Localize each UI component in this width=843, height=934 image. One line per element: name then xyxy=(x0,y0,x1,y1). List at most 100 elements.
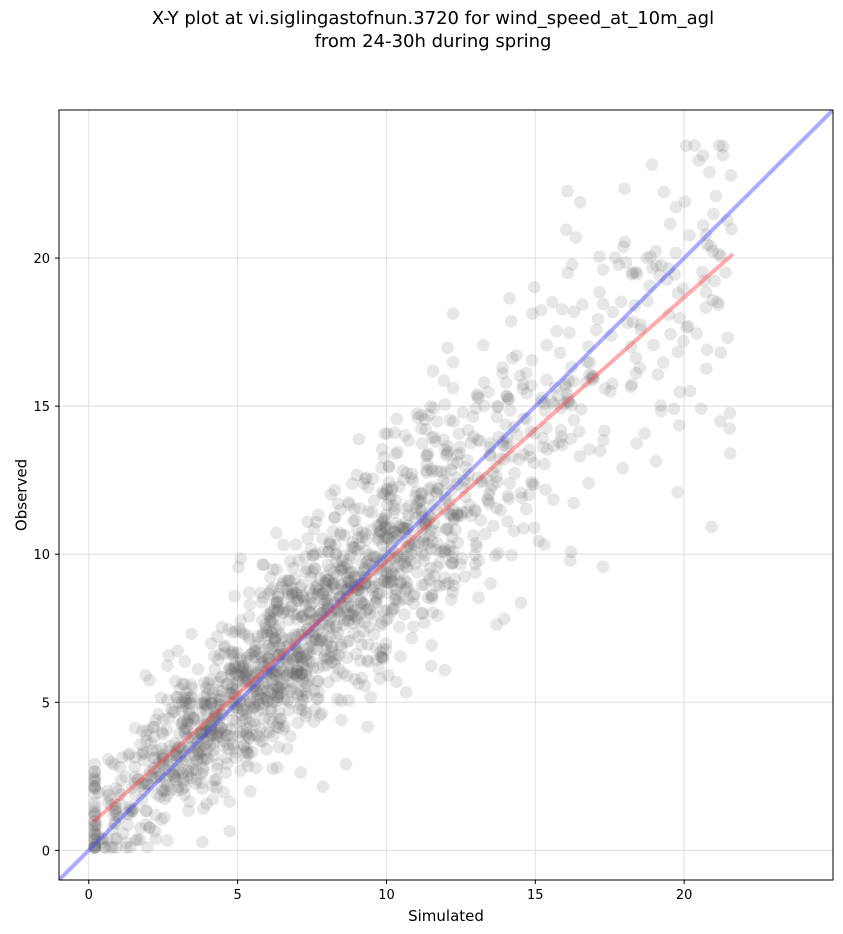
data-point xyxy=(704,239,717,253)
data-point xyxy=(227,686,240,700)
data-point xyxy=(448,572,461,586)
data-point xyxy=(325,640,339,654)
data-point xyxy=(440,447,454,460)
data-point xyxy=(343,552,356,566)
data-point xyxy=(205,715,218,728)
data-point xyxy=(634,318,648,332)
data-point xyxy=(415,505,428,518)
data-point xyxy=(216,707,229,721)
data-point xyxy=(472,391,485,405)
data-point xyxy=(679,139,693,152)
data-point xyxy=(520,412,533,426)
data-point xyxy=(311,622,325,636)
data-point xyxy=(328,581,341,595)
data-point xyxy=(500,390,514,403)
data-point xyxy=(185,627,198,641)
data-point xyxy=(330,620,343,634)
data-point xyxy=(256,558,269,571)
data-point xyxy=(274,661,288,675)
data-point xyxy=(341,608,355,622)
data-point xyxy=(384,553,397,567)
data-point xyxy=(295,689,309,703)
data-point xyxy=(189,776,202,790)
data-point xyxy=(88,825,102,839)
data-point xyxy=(461,423,475,437)
data-point xyxy=(281,657,295,670)
data-point xyxy=(267,639,280,652)
data-point xyxy=(244,681,258,695)
data-point xyxy=(275,577,289,591)
data-point xyxy=(288,572,302,586)
data-point xyxy=(489,460,503,474)
data-point xyxy=(126,804,140,818)
data-point xyxy=(308,562,322,576)
data-point xyxy=(209,709,223,723)
data-point xyxy=(342,574,356,588)
data-point xyxy=(479,471,493,485)
data-point xyxy=(261,662,275,676)
data-point xyxy=(392,567,405,581)
data-point xyxy=(364,572,378,586)
data-point xyxy=(167,769,180,782)
data-point xyxy=(113,761,127,774)
data-point xyxy=(91,828,105,842)
data-point xyxy=(450,471,463,485)
data-point xyxy=(341,557,354,571)
data-point xyxy=(439,491,453,504)
data-point xyxy=(277,676,291,690)
data-point xyxy=(418,548,432,562)
data-point xyxy=(208,662,222,676)
data-point xyxy=(243,648,257,662)
data-point xyxy=(280,653,294,667)
data-point xyxy=(443,539,457,552)
data-point xyxy=(629,351,643,365)
data-point xyxy=(278,720,292,733)
data-point xyxy=(553,436,566,449)
data-point xyxy=(467,430,480,444)
data-point xyxy=(582,340,595,353)
data-point xyxy=(115,798,128,811)
data-point xyxy=(301,532,315,545)
data-point xyxy=(88,841,102,854)
data-point xyxy=(108,817,122,831)
data-point xyxy=(292,628,305,641)
data-point xyxy=(289,630,303,644)
data-point xyxy=(182,703,196,716)
data-point xyxy=(405,632,419,645)
data-point xyxy=(175,716,188,730)
data-point xyxy=(669,246,683,260)
data-point xyxy=(129,833,142,847)
data-point xyxy=(378,512,391,525)
data-point xyxy=(555,302,569,316)
data-point xyxy=(371,531,385,545)
data-point xyxy=(399,522,413,536)
data-point xyxy=(707,207,720,221)
data-point xyxy=(243,598,257,611)
data-point xyxy=(336,554,349,568)
data-point xyxy=(334,694,348,707)
data-point xyxy=(271,717,285,730)
data-point xyxy=(365,580,378,594)
data-point xyxy=(296,659,309,672)
data-point xyxy=(212,730,226,743)
data-point xyxy=(276,665,290,678)
data-point xyxy=(282,703,296,717)
data-point xyxy=(418,578,432,592)
data-point xyxy=(321,558,335,572)
data-point xyxy=(342,693,355,707)
data-point xyxy=(330,603,344,616)
data-point xyxy=(694,402,708,415)
data-point xyxy=(359,570,372,583)
data-point xyxy=(553,346,567,360)
data-point xyxy=(212,713,226,726)
data-point xyxy=(214,721,228,735)
data-point xyxy=(496,439,510,452)
data-point xyxy=(257,558,271,571)
data-point xyxy=(238,740,251,754)
data-point xyxy=(431,536,444,550)
data-point xyxy=(643,279,656,293)
data-point xyxy=(271,690,284,704)
data-point xyxy=(227,738,240,751)
data-point xyxy=(350,611,364,625)
data-point xyxy=(295,610,308,624)
